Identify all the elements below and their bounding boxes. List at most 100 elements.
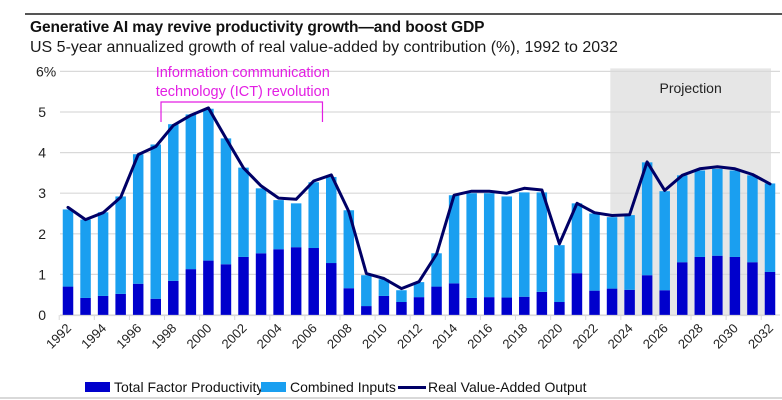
bars [62,108,776,315]
bar-tfp [554,302,565,315]
bar-tfp [396,302,407,315]
bar-tfp [641,275,653,315]
x-tick-label: 2000 [183,321,214,352]
bar-combined-inputs [150,144,161,299]
bar-tfp [115,293,126,315]
bar-combined-inputs [641,162,653,276]
x-tick-label: 2032 [745,321,776,352]
bar-tfp [132,283,144,315]
bar-combined-inputs [326,176,337,264]
annotation-text: technology (ICT) revolution [156,84,330,100]
bar-tfp [290,247,302,315]
y-tick-label: 2 [38,226,46,242]
bar-tfp [431,286,442,315]
bar-combined-inputs [519,192,530,297]
x-axis: 1992 1994 1996 1998 2000 2002 2004 2006 2008 2010… [43,314,776,352]
bar-tfp [80,297,91,315]
bar-tfp [501,297,512,315]
bar-combined-inputs [308,182,319,249]
x-tick-label: 1996 [113,321,144,352]
legend-label: Total Factor Productivity [114,379,264,395]
x-tick-label: 2014 [429,321,460,352]
legend-label: Real Value-Added Output [428,379,587,395]
bar-combined-inputs [448,195,460,284]
y-tick-label: 6% [36,63,56,79]
bar-tfp [255,253,267,315]
bar-tfp [571,273,583,315]
bar-combined-inputs [712,168,723,256]
bar-combined-inputs [729,170,741,257]
x-tick-label: 2022 [570,321,601,352]
bar-combined-inputs [466,193,477,298]
legend-item-output: Real Value-Added Output [398,378,587,396]
bar-tfp [659,290,670,315]
x-tick-label: 2004 [254,321,285,352]
legend-swatch-tfp [85,382,110,392]
bar-combined-inputs [764,183,776,272]
bar-combined-inputs [343,210,355,289]
bar-tfp [712,255,723,315]
bar-combined-inputs [483,193,495,298]
x-tick-label: 2010 [359,321,390,352]
bar-combined-inputs [606,217,618,289]
x-tick-label: 2020 [534,321,565,352]
bar-tfp [589,290,600,315]
bar-tfp [361,306,372,315]
x-tick-label: 2012 [394,321,425,352]
bar-combined-inputs [168,124,179,281]
bottom-rule [0,397,782,399]
bar-combined-inputs [554,245,565,303]
bar-tfp [220,264,232,315]
bar-tfp [606,288,618,315]
bar-combined-inputs [694,170,706,257]
annotation-text: Information communication [156,65,330,81]
top-rule [25,13,782,15]
bar-tfp [519,296,530,315]
y-tick-label: 5 [38,104,46,120]
legend-item-inputs: Combined Inputs [261,378,396,396]
y-tick-label: 1 [38,266,46,282]
legend-item-tfp: Total Factor Productivity [85,378,263,396]
bar-combined-inputs [238,167,249,257]
legend: Total Factor Productivity Combined Input… [0,378,782,396]
bar-combined-inputs [413,282,425,298]
bar-tfp [694,256,706,315]
bar-combined-inputs [378,279,390,296]
bar-tfp [62,286,74,315]
real-value-added-output-line [66,106,772,291]
bar-tfp [185,269,197,315]
chart-subtitle: US 5-year annualized growth of real valu… [30,39,618,56]
bar-combined-inputs [571,203,583,274]
bar-combined-inputs [255,188,267,254]
legend-swatch-inputs [261,382,286,392]
bar-tfp [326,263,337,315]
bar-tfp [273,249,284,315]
bar-combined-inputs [431,253,442,287]
bar-combined-inputs [501,196,512,298]
bar-tfp [677,262,688,315]
bar-tfp [536,291,548,315]
x-tick-label: 1998 [148,321,179,352]
chart-title: Generative AI may revive productivity gr… [30,19,485,36]
bar-tfp [483,297,495,315]
x-tick-label: 2028 [675,321,706,352]
bar-tfp [729,256,741,315]
bar-combined-inputs [220,138,232,265]
bar-tfp [308,248,319,315]
bar-combined-inputs [659,191,670,291]
bar-tfp [413,297,425,315]
x-tick-label: 2030 [710,321,741,352]
bar-combined-inputs [97,212,109,296]
x-tick-label: 1992 [43,321,74,352]
bar-tfp [97,295,109,315]
output-line-layer [66,106,772,291]
bar-tfp [378,295,390,315]
bar-combined-inputs [396,290,407,303]
y-tick-label: 4 [38,145,46,161]
chart-canvas: Projection 0 1 2 3 4 5 6% 1992 1994 1996 1998 2000… [36,63,780,352]
bar-tfp [238,256,249,315]
bar-tfp [466,297,477,315]
bar-tfp [764,271,776,315]
bar-combined-inputs [185,114,197,270]
bar-combined-inputs [290,203,302,248]
